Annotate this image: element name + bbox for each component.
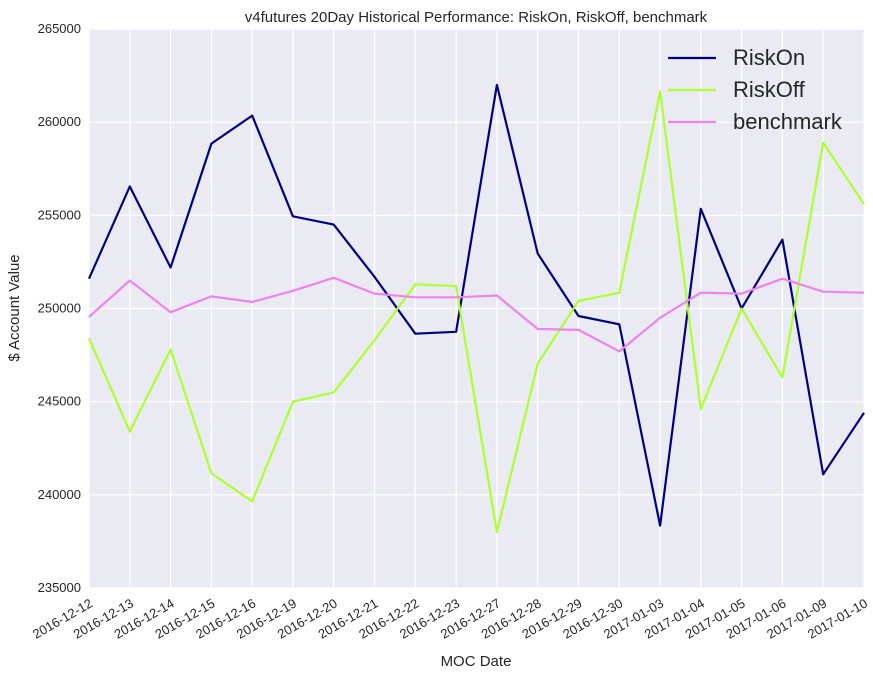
series-line-riskon [87,83,865,527]
series-lines [87,83,865,534]
gridlines [88,28,865,589]
y-axis-ticks: 235000 240000 245000 250000 255000 260000 2650… [38,21,81,595]
legend-label-riskoff: RiskOff [733,77,806,102]
x-axis-label: MOC Date [441,653,512,670]
y-tick-label: 255000 [38,207,81,222]
x-axis-ticks: 2016-12-122016-12-132016-12-142016-12-15… [30,595,870,641]
y-tick-label: 245000 [38,394,81,409]
legend-label-benchmark: benchmark [733,109,843,134]
y-tick-label: 235000 [38,580,81,595]
series-line-riskoff [87,90,865,534]
legend-label-riskon: RiskOn [733,45,805,70]
y-tick-label: 260000 [38,114,81,129]
y-tick-label: 265000 [38,21,81,36]
series-line-benchmark [88,276,865,353]
y-tick-label: 250000 [38,301,81,316]
legend: RiskOn RiskOff benchmark [668,45,843,134]
y-tick-label: 240000 [38,487,81,502]
chart-title: v4futures 20Day Historical Performance: … [245,9,708,26]
y-axis-label: $ Account Value [6,254,23,361]
